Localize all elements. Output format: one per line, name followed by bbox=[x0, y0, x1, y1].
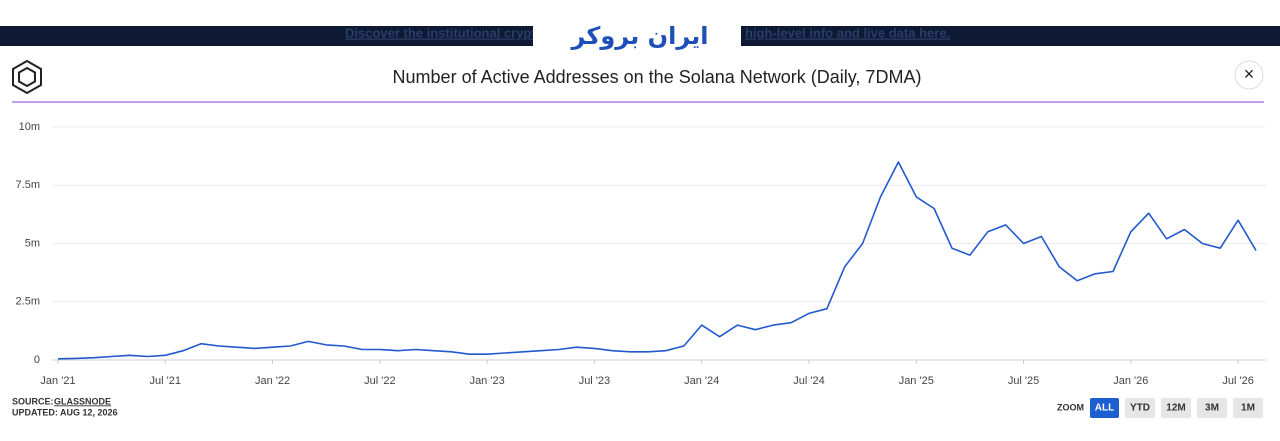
x-tick-label: Jan '26 bbox=[1113, 375, 1148, 387]
close-button[interactable] bbox=[1234, 60, 1264, 90]
zoom-button-label[interactable]: YTD bbox=[1130, 403, 1150, 414]
banner-text[interactable]: high-level info and live data here. bbox=[745, 25, 950, 40]
logo bbox=[12, 59, 42, 95]
x-tick-label: Jul '24 bbox=[793, 375, 824, 387]
zoom-button[interactable] bbox=[1125, 398, 1155, 418]
x-tick-label: Jul '21 bbox=[150, 375, 181, 387]
x-tick-label: Jul '25 bbox=[1008, 375, 1039, 387]
watermark-bg bbox=[533, 14, 741, 54]
x-tick-label: Jul '22 bbox=[364, 375, 395, 387]
zoom-button[interactable] bbox=[1197, 398, 1227, 418]
zoom-button[interactable] bbox=[1233, 398, 1263, 418]
y-tick-label: 0 bbox=[34, 354, 40, 366]
y-tick-label: 10m bbox=[19, 121, 40, 133]
chart-title: Number of Active Addresses on the Solana… bbox=[393, 67, 922, 87]
zoom-label: ZOOM bbox=[1057, 402, 1084, 412]
zoom-button-label[interactable]: 12M bbox=[1166, 403, 1185, 414]
x-tick-label: Jul '26 bbox=[1222, 375, 1253, 387]
source-link[interactable]: GLASSNODE bbox=[54, 396, 111, 406]
x-tick-label: Jan '21 bbox=[40, 375, 75, 387]
x-tick-label: Jul '23 bbox=[579, 375, 610, 387]
y-tick-label: 5m bbox=[25, 237, 40, 249]
zoom-button[interactable] bbox=[1161, 398, 1191, 418]
zoom-button[interactable] bbox=[1090, 398, 1119, 418]
x-tick-label: Jan '22 bbox=[255, 375, 290, 387]
zoom-button-label[interactable]: 1M bbox=[1241, 403, 1255, 414]
zoom-button-label[interactable]: 3M bbox=[1205, 403, 1219, 414]
x-tick-label: Jan '25 bbox=[899, 375, 934, 387]
zoom-button-label[interactable]: ALL bbox=[1095, 403, 1114, 414]
banner-text[interactable]: Discover the institutional crypt bbox=[345, 25, 536, 40]
data-line bbox=[57, 161, 1257, 360]
close-icon[interactable]: × bbox=[1244, 64, 1255, 84]
y-tick-label: 7.5m bbox=[16, 179, 40, 191]
x-tick-label: Jan '23 bbox=[470, 375, 505, 387]
source-label: SOURCE: bbox=[12, 396, 54, 406]
updated: UPDATED: AUG 12, 2026 bbox=[12, 407, 118, 417]
x-tick-label: Jan '24 bbox=[684, 375, 719, 387]
y-tick-label: 2.5m bbox=[16, 296, 40, 308]
watermark: ایران بروکر bbox=[571, 22, 709, 50]
